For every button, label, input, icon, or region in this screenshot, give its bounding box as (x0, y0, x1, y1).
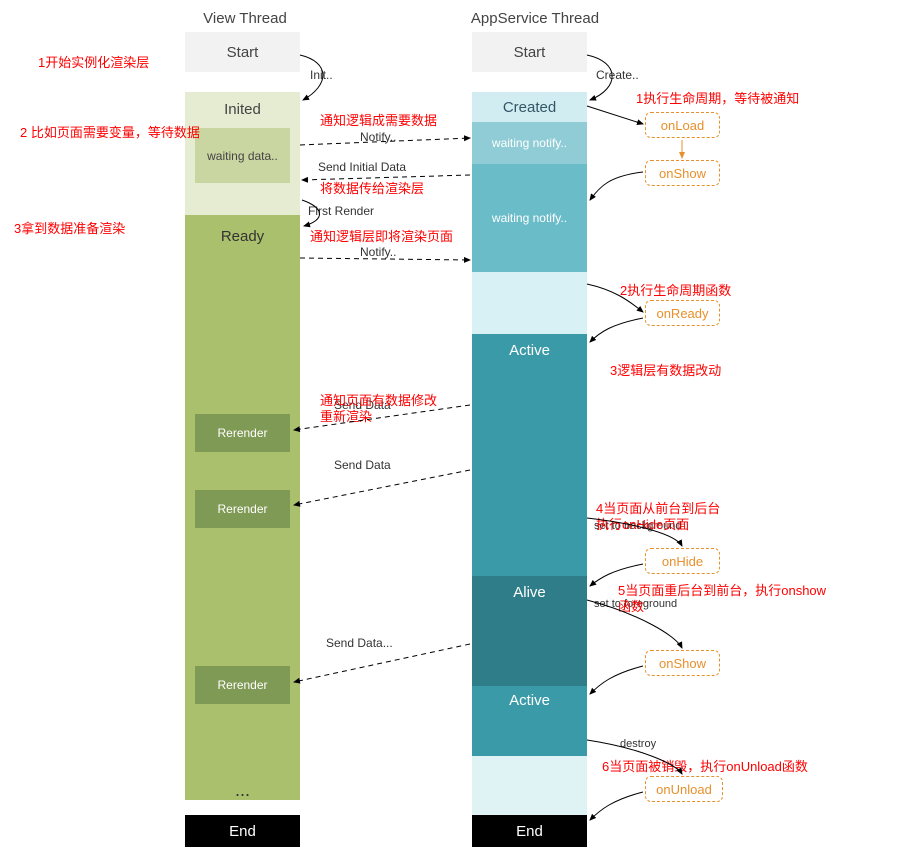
view-inited: Inited (185, 92, 300, 126)
anno-right-2: 2执行生命周期函数 (620, 280, 731, 299)
appservice-thread-title: AppService Thread (465, 10, 605, 27)
msg-notify-2: Notify.. (360, 245, 396, 259)
view-dots: ... (185, 780, 300, 800)
anno-mid-1: 通知逻辑成需要数据 (320, 110, 437, 129)
view-ready-label: Ready (185, 224, 300, 248)
pill-onhide: onHide (645, 548, 720, 574)
app-waiting-2: waiting notify.. (472, 164, 587, 272)
msg-notify-1: Notify.. (360, 130, 396, 144)
anno-left-3: 3拿到数据准备渲染 (14, 218, 125, 237)
msg-init: Init.. (310, 68, 333, 82)
anno-right-3: 3逻辑层有数据改动 (610, 360, 721, 379)
app-alive: Alive (472, 576, 587, 686)
view-rerender-1: Rerender (195, 414, 290, 452)
app-start: Start (472, 32, 587, 72)
app-active-2: Active (472, 686, 587, 756)
app-onready-gap (472, 272, 587, 334)
app-waiting-1: waiting notify.. (472, 122, 587, 164)
view-rerender-2: Rerender (195, 490, 290, 528)
app-created: Created (472, 92, 587, 122)
view-end: End (185, 815, 300, 847)
anno-right-1: 1执行生命周期，等待被通知 (636, 88, 799, 107)
pill-onready: onReady (645, 300, 720, 326)
app-end: End (472, 815, 587, 847)
view-start: Start (185, 32, 300, 72)
anno-left-2: 2 比如页面需要变量，等待数据 (20, 122, 200, 141)
pill-onunload: onUnload (645, 776, 723, 802)
anno-right-5a: 5当页面重后台到前台，执行onshow (618, 580, 826, 599)
msg-destroy: destroy (620, 738, 656, 750)
view-rerender-3: Rerender (195, 666, 290, 704)
msg-send-initial: Send Initial Data (318, 160, 406, 174)
msg-first-render: First Render (308, 204, 374, 218)
msg-create: Create.. (596, 68, 639, 82)
app-destroy-gap (472, 756, 587, 815)
anno-left-1: 1开始实例化渲染层 (38, 52, 149, 71)
anno-mid-3: 通知逻辑层即将渲染页面 (310, 226, 453, 245)
pill-onshow-2: onShow (645, 650, 720, 676)
app-active-1: Active (472, 334, 587, 576)
anno-right-4b: 执行onHide页面 (596, 514, 689, 533)
anno-mid-4b: 重新渲染 (320, 406, 372, 425)
view-waiting-data: waiting data.. (195, 128, 290, 183)
pill-onload: onLoad (645, 112, 720, 138)
anno-right-5b: 函数 (618, 596, 644, 615)
view-thread-title: View Thread (195, 10, 295, 27)
msg-send-data-2: Send Data (334, 458, 391, 472)
anno-right-6: 6当页面被销毁，执行onUnload函数 (602, 756, 808, 775)
anno-mid-2: 将数据传给渲染层 (320, 178, 424, 197)
msg-send-data-3: Send Data... (326, 636, 393, 650)
pill-onshow-1: onShow (645, 160, 720, 186)
